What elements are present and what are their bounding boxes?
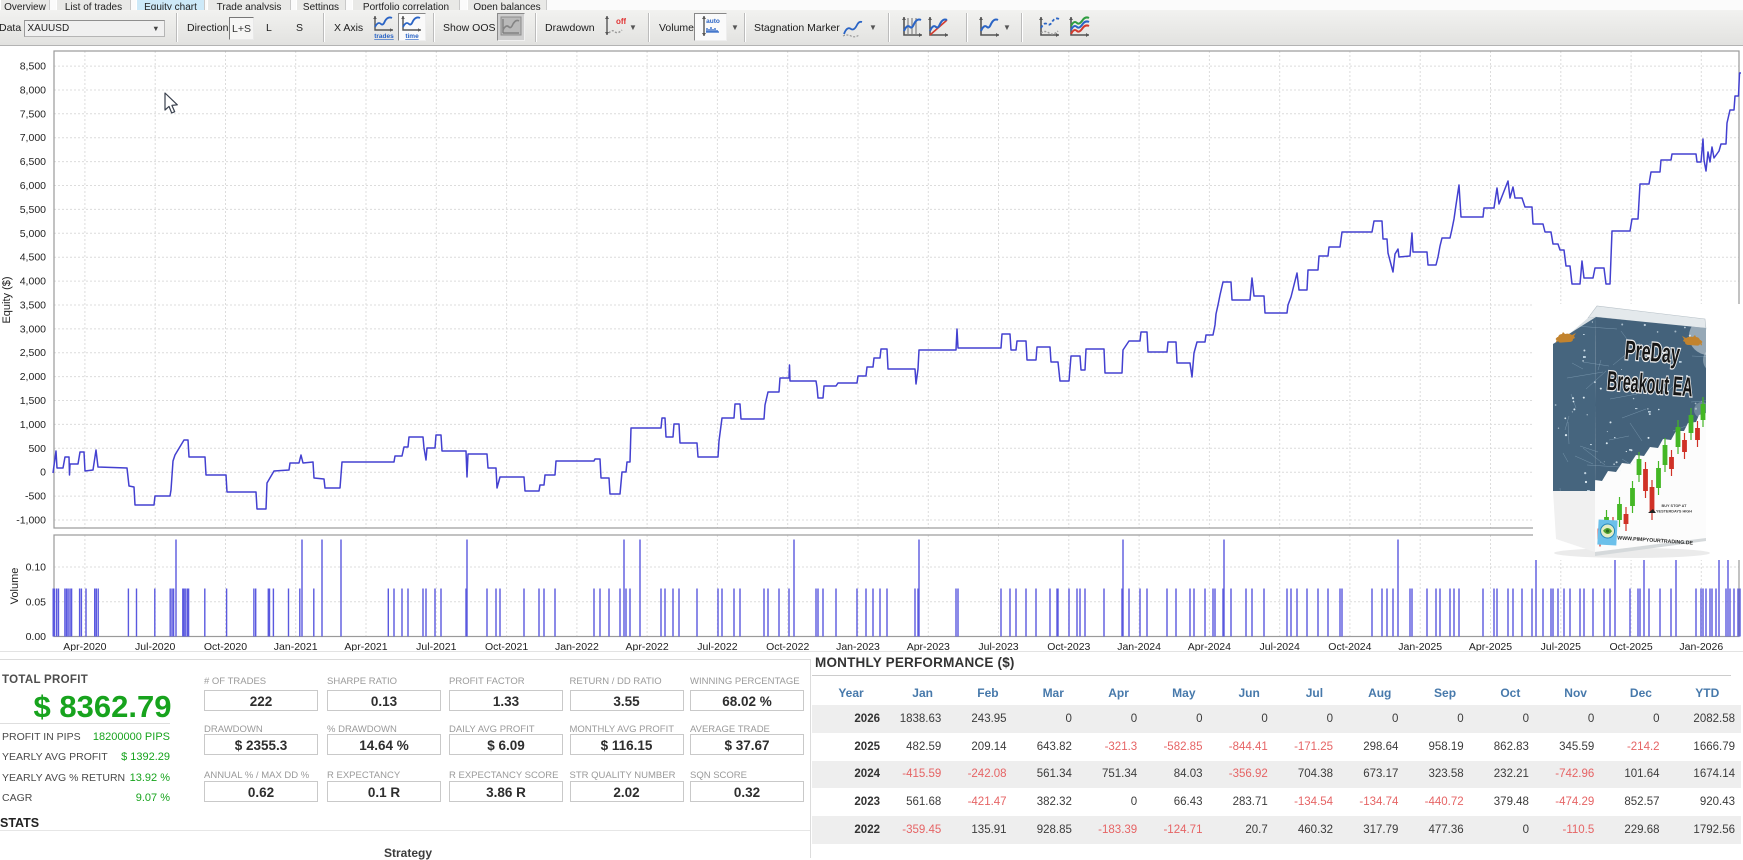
- svg-text:Jul-2023: Jul-2023: [978, 641, 1018, 653]
- svg-text:Oct-2023: Oct-2023: [1047, 641, 1090, 653]
- svg-text:Jul-2025: Jul-2025: [1541, 641, 1581, 653]
- svg-text:Volume: Volume: [9, 568, 21, 605]
- svg-text:5,000: 5,000: [20, 228, 46, 240]
- svg-text:Oct-2020: Oct-2020: [204, 641, 247, 653]
- svg-text:trades: trades: [374, 33, 394, 40]
- svg-text:Apr-2022: Apr-2022: [625, 641, 668, 653]
- svg-text:Apr-2023: Apr-2023: [907, 641, 950, 653]
- svg-text:1,000: 1,000: [20, 419, 46, 431]
- svg-text:0.05: 0.05: [26, 596, 47, 608]
- svg-text:3,000: 3,000: [20, 323, 46, 335]
- svg-text:Jan-2024: Jan-2024: [1117, 641, 1161, 653]
- svg-text:0.00: 0.00: [26, 631, 47, 643]
- svg-text:Apr-2021: Apr-2021: [344, 641, 387, 653]
- svg-text:Oct-2022: Oct-2022: [766, 641, 809, 653]
- svg-text:Jul-2024: Jul-2024: [1260, 641, 1300, 653]
- svg-text:Oct-2025: Oct-2025: [1609, 641, 1652, 653]
- svg-text:3,500: 3,500: [20, 300, 46, 312]
- svg-text:BUY STOP AT: BUY STOP AT: [1662, 504, 1688, 508]
- svg-text:-1,000: -1,000: [16, 515, 46, 527]
- svg-text:8,000: 8,000: [20, 85, 46, 97]
- svg-text:off: off: [616, 17, 626, 26]
- svg-text:6,500: 6,500: [20, 156, 46, 168]
- svg-text:Jan-2023: Jan-2023: [836, 641, 880, 653]
- svg-text:Jan-2026: Jan-2026: [1679, 641, 1723, 653]
- svg-text:0.10: 0.10: [26, 562, 47, 574]
- svg-text:1,500: 1,500: [20, 395, 46, 407]
- svg-text:time: time: [405, 33, 419, 40]
- svg-text:7,500: 7,500: [20, 108, 46, 120]
- svg-text:4,000: 4,000: [20, 276, 46, 288]
- svg-text:PreDay: PreDay: [1624, 335, 1681, 369]
- svg-text:5,500: 5,500: [20, 204, 46, 216]
- svg-text:YESTERDAYS HIGH: YESTERDAYS HIGH: [1656, 510, 1692, 514]
- svg-text:Apr-2025: Apr-2025: [1469, 641, 1512, 653]
- svg-text:8,500: 8,500: [20, 61, 46, 73]
- svg-text:500: 500: [28, 443, 46, 455]
- svg-text:Jul-2021: Jul-2021: [416, 641, 456, 653]
- svg-text:2,000: 2,000: [20, 371, 46, 383]
- svg-text:0: 0: [40, 467, 46, 479]
- svg-text:Equity ($): Equity ($): [1, 276, 13, 323]
- svg-text:-500: -500: [25, 491, 46, 503]
- svg-text:Jul-2022: Jul-2022: [697, 641, 737, 653]
- svg-text:auto: auto: [706, 18, 720, 25]
- svg-text:Apr-2024: Apr-2024: [1188, 641, 1231, 653]
- svg-text:7,000: 7,000: [20, 132, 46, 144]
- svg-text:Oct-2021: Oct-2021: [485, 641, 528, 653]
- svg-text:2,500: 2,500: [20, 347, 46, 359]
- svg-text:Jan-2021: Jan-2021: [274, 641, 318, 653]
- svg-text:Jul-2020: Jul-2020: [135, 641, 175, 653]
- svg-text:6,000: 6,000: [20, 180, 46, 192]
- svg-text:WWW.PIMPYOURTRADING.DE: WWW.PIMPYOURTRADING.DE: [1617, 535, 1694, 546]
- svg-text:4,500: 4,500: [20, 252, 46, 264]
- svg-text:Jan-2022: Jan-2022: [555, 641, 599, 653]
- svg-text:Apr-2020: Apr-2020: [63, 641, 106, 653]
- svg-text:Oct-2024: Oct-2024: [1328, 641, 1371, 653]
- svg-text:Jan-2025: Jan-2025: [1398, 641, 1442, 653]
